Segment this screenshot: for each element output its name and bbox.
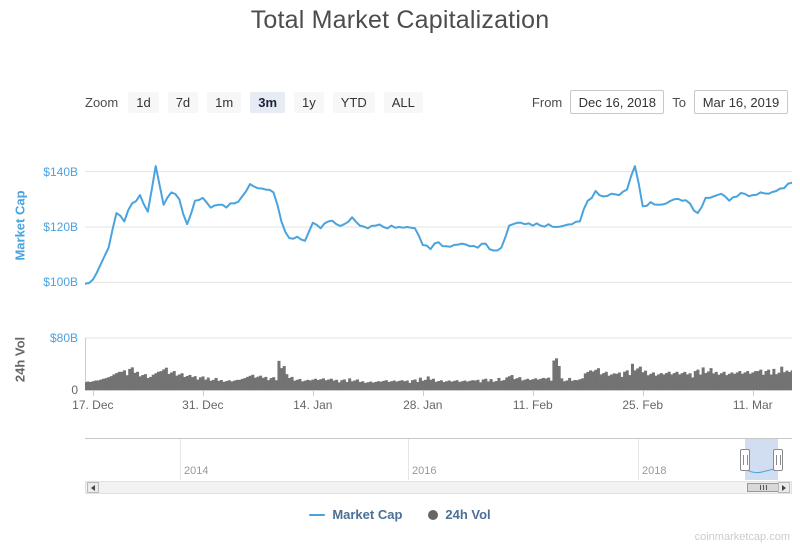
scroll-right-icon: [782, 484, 786, 491]
to-date-input[interactable]: [694, 90, 788, 114]
from-date-input[interactable]: [570, 90, 665, 114]
navigator[interactable]: 2014 2016 2018: [85, 438, 792, 480]
zoom-button-3m[interactable]: 3m: [250, 91, 286, 113]
zoom-button-1d[interactable]: 1d: [128, 91, 159, 113]
zoom-buttons: 1d 7d 1m 3m 1y YTD ALL: [128, 91, 423, 113]
x-axis-label: 17. Dec: [72, 398, 114, 412]
x-axis-label: 25. Feb: [622, 398, 664, 412]
x-axis-tick: [92, 390, 94, 396]
volume-ytick: 0: [71, 383, 78, 397]
market-cap-plot-area[interactable]: [85, 155, 792, 310]
x-axis-label: 11. Mar: [732, 398, 773, 412]
scrollbar-thumb[interactable]: [747, 483, 779, 492]
zoom-label: Zoom: [85, 94, 119, 110]
navigator-year-label: 2014: [184, 465, 209, 477]
scrollbar-right-button[interactable]: [778, 482, 790, 493]
x-axis-tick: [642, 390, 644, 396]
legend-label: Market Cap: [332, 507, 403, 522]
navigator-gridline: [408, 439, 409, 480]
to-label: To: [672, 94, 686, 110]
watermark: coinmarketcap.com: [694, 531, 790, 543]
zoom-button-1m[interactable]: 1m: [207, 91, 242, 113]
legend-label: 24h Vol: [445, 507, 491, 522]
legend-line-icon: [309, 513, 326, 516]
x-axis-tick: [312, 390, 314, 396]
x-axis-label: 11. Feb: [512, 398, 553, 412]
zoom-group: Zoom 1d 7d 1m 3m 1y YTD ALL: [85, 91, 423, 113]
market-cap-ytick: $100B: [43, 275, 78, 290]
x-axis-tick: [422, 390, 424, 396]
x-axis-label: 14. Jan: [293, 398, 333, 412]
chart-legend: Market Cap 24h Vol: [0, 507, 800, 522]
navigator-gridline: [638, 439, 639, 480]
scrollbar-track[interactable]: [85, 481, 792, 494]
scroll-left-icon: [91, 484, 95, 491]
navigator-left-handle[interactable]: [740, 449, 750, 471]
zoom-button-7d[interactable]: 7d: [167, 91, 199, 113]
x-axis-line: [85, 390, 792, 391]
legend-item-market-cap[interactable]: Market Cap: [309, 507, 402, 522]
x-axis-tick: [752, 390, 754, 396]
from-label: From: [531, 94, 563, 110]
x-axis-tick: [532, 390, 534, 396]
legend-item-24h-vol[interactable]: 24h Vol: [428, 507, 491, 522]
scrollbar-left-button[interactable]: [87, 482, 99, 493]
page-title: Total Market Capitalization: [250, 6, 550, 34]
chart-toolbar: Zoom 1d 7d 1m 3m 1y YTD ALL From To: [85, 90, 788, 114]
volume-ytick: $80B: [49, 330, 78, 345]
volume-plot-area[interactable]: [85, 332, 792, 391]
x-axis-tick: [202, 390, 204, 396]
navigator-year-label: 2018: [642, 465, 667, 477]
navigator-right-handle[interactable]: [773, 449, 783, 471]
zoom-button-1y[interactable]: 1y: [294, 91, 324, 113]
legend-dot-icon: [428, 509, 439, 520]
navigator-gridline: [180, 439, 181, 480]
x-axis-label: 28. Jan: [403, 398, 443, 412]
x-axis-label: 31. Dec: [182, 398, 224, 412]
market-cap-ytick: $140B: [43, 164, 78, 179]
navigator-year-label: 2016: [412, 465, 437, 477]
zoom-button-ytd[interactable]: YTD: [332, 91, 375, 113]
market-cap-series-line[interactable]: [85, 165, 792, 285]
market-cap-ytick: $120B: [43, 219, 78, 234]
date-range-group: From To: [532, 90, 788, 114]
volume-axis-title: 24h Vol: [12, 336, 28, 383]
zoom-button-all[interactable]: ALL: [383, 91, 423, 113]
